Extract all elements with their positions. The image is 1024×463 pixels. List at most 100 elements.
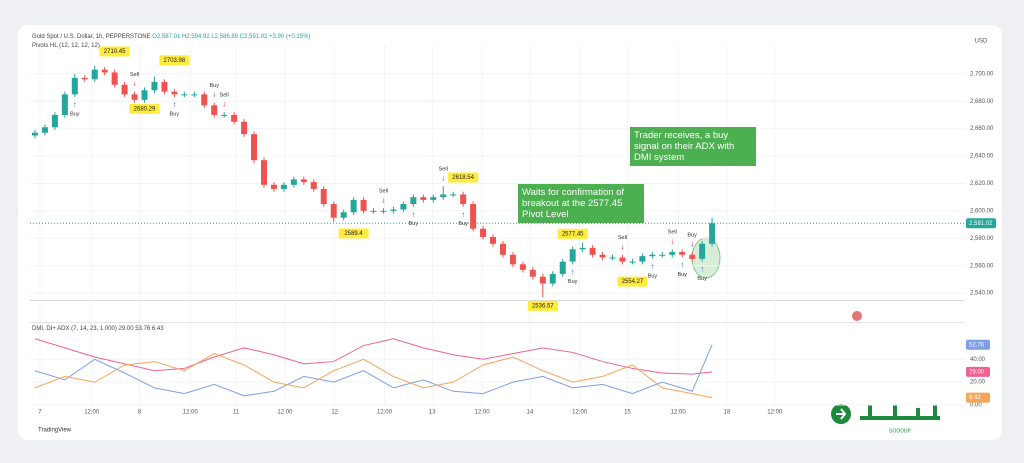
candle-body — [290, 179, 297, 185]
candle-body — [450, 194, 457, 196]
candle-body — [390, 209, 397, 211]
candle-body — [659, 254, 666, 256]
indicator-line — [34, 338, 713, 375]
signal-arrow: ↑ — [650, 262, 654, 271]
candle-body — [430, 197, 437, 200]
signal-label: Buy — [409, 221, 419, 227]
indicator-line — [34, 353, 713, 399]
candle-body — [539, 276, 546, 284]
indicator-tag-label: 6.43 — [969, 395, 981, 401]
pivot-label: 2536.57 — [532, 303, 554, 309]
candle-body — [470, 204, 477, 229]
candle-body — [649, 254, 656, 257]
y-tick-label: 2,620.00 — [970, 181, 994, 187]
indicator-tag-label: 52.76 — [969, 342, 985, 348]
signal-label: Buy — [687, 232, 697, 238]
candle-body — [320, 188, 327, 205]
candle-body — [270, 184, 277, 189]
candle-body — [91, 69, 98, 80]
candle-body — [400, 204, 407, 210]
signal-arrow: ↑ — [411, 210, 415, 219]
currency: USD — [975, 39, 988, 45]
signal-arrow: ↓ — [212, 90, 216, 99]
signal-label: Buy — [677, 272, 687, 278]
candle-body — [639, 256, 646, 262]
annotation: Trader receives, a buy signal on their A… — [630, 127, 756, 166]
candle-body — [350, 199, 357, 213]
candle-body — [191, 94, 198, 96]
candle-body — [41, 127, 48, 133]
ohlc: O2,587.01 H2,594.92 L2,586.89 C2,591.02 … — [152, 34, 311, 40]
signal-label: Sell — [618, 235, 627, 241]
candle-body — [490, 236, 497, 244]
candle-body — [689, 254, 696, 259]
candle-body — [589, 247, 596, 255]
y-tick-label: 2,580.00 — [970, 236, 994, 242]
signal-arrow: ↑ — [172, 100, 176, 109]
candle-body — [699, 243, 706, 259]
candle-body — [111, 72, 118, 85]
candle-body — [300, 179, 307, 183]
candle-body — [161, 82, 168, 92]
y-tick-label: 2,560.00 — [970, 263, 994, 269]
logo-arrow — [836, 408, 847, 420]
candle-body — [81, 77, 88, 80]
candle-body — [221, 114, 228, 116]
indicator-tag — [966, 366, 990, 377]
pivot-label: 2618.54 — [452, 175, 474, 181]
signal-label: Buy — [648, 273, 658, 279]
pivot-label: 2710.45 — [104, 49, 126, 55]
price-tag-label: 2,591.02 — [969, 221, 993, 227]
x-tick-label: 12 — [331, 410, 338, 416]
signal-label: Sell — [379, 189, 388, 195]
indicator-tag — [966, 392, 990, 403]
candle-body — [340, 212, 347, 218]
candle-body — [669, 252, 676, 255]
candle-body — [61, 94, 68, 115]
candle-body — [519, 264, 526, 270]
candle-body — [360, 199, 367, 211]
pane-divider — [30, 322, 965, 323]
x-tick-label: 7 — [38, 410, 42, 416]
y-tick-label: 2,600.00 — [970, 208, 994, 214]
y-tick-label: 40.00 — [970, 357, 986, 363]
candle-body — [629, 261, 636, 263]
signal-label: Buy — [170, 112, 180, 118]
signal-label: Buy — [458, 221, 468, 227]
signal-label: Buy — [209, 83, 219, 89]
x-tick-label: 12:00 — [767, 410, 783, 416]
signal-arrow: ↑ — [700, 265, 704, 274]
y-tick-label: 2,660.00 — [970, 126, 994, 132]
signal-arrow: ↓ — [690, 239, 694, 248]
candle-body — [171, 91, 178, 95]
signal-arrow: ↓ — [670, 236, 674, 245]
signal-arrow: ↓ — [441, 173, 445, 182]
x-tick-label: 13 — [429, 410, 436, 416]
candle-body — [440, 194, 447, 198]
signal-arrow: ↓ — [222, 99, 226, 108]
pivot-box — [617, 276, 648, 287]
signal-label: Buy — [70, 112, 80, 118]
candle-body — [529, 269, 536, 277]
signal-label: Buy — [697, 276, 707, 282]
x-tick-label: 11 — [233, 410, 240, 416]
candle-body — [599, 254, 606, 258]
dmi-title: DMI, DI+ ADX (7, 14, 23, 1.000) 29.00 53… — [32, 326, 164, 332]
logo-text: SOODUP — [889, 428, 911, 434]
signal-label: Sell — [130, 72, 139, 78]
highlight — [691, 237, 721, 279]
candle-body — [559, 261, 566, 274]
candle-body — [380, 210, 387, 212]
y-tick-label: 2,640.00 — [970, 154, 994, 160]
y-tick-label: 20.00 — [970, 380, 986, 386]
candle-body — [420, 197, 427, 200]
candle-body — [280, 184, 287, 189]
candle-body — [71, 77, 78, 95]
candle-body — [330, 204, 337, 218]
x-tick-label: 14 — [527, 410, 534, 416]
candle-body — [569, 249, 576, 262]
candle-body — [480, 228, 487, 237]
indicator-tag-label: 29.00 — [969, 369, 985, 375]
